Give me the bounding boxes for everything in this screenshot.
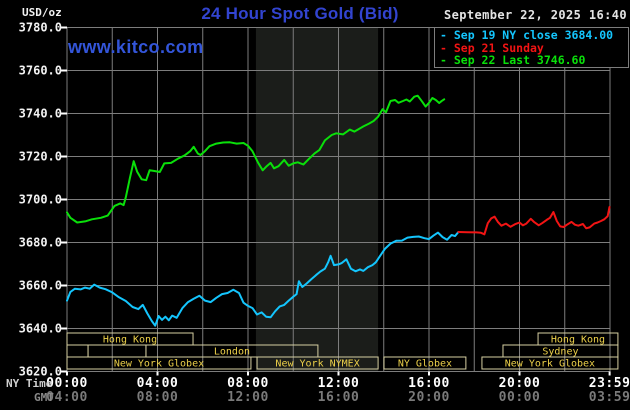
ny-time-tick-label: 23:59: [589, 376, 630, 391]
session-label: New York Globex: [505, 359, 595, 370]
session-label: New York Globex: [114, 359, 204, 370]
price-line-sep19: [66, 231, 460, 327]
gmt-time-tick-label: 20:00: [408, 390, 450, 405]
gmt-time-tick-label: 12:00: [227, 390, 269, 405]
y-tick-label: 3640.0: [19, 322, 62, 336]
gmt-time-tick-label: 04:00: [46, 390, 88, 405]
session-label: New York NYMEX: [275, 359, 359, 370]
session-box: [383, 356, 467, 370]
session-box: [481, 356, 619, 370]
gmt-time-tick-label: 03:59: [589, 390, 630, 405]
ny-time-tick-label: 04:00: [137, 376, 179, 391]
legend-item: - Sep 22 Last 3746.60: [440, 53, 586, 67]
y-tick-label: 3780.0: [19, 21, 62, 35]
ny-time-axis-label: NY Time: [6, 377, 53, 390]
legend-item: - Sep 19 NY close 3684.00: [440, 28, 614, 42]
session-box: [66, 344, 89, 358]
y-tick-label: 3700.0: [19, 193, 62, 207]
y-tick-label: 3620.0: [19, 365, 62, 379]
y-tick-label: 3680.0: [19, 236, 62, 250]
session-label: London: [214, 347, 250, 358]
ny-time-tick-label: 12:00: [318, 376, 360, 391]
session-label: NY Globex: [398, 359, 452, 370]
legend: - Sep 19 NY close 3684.00- Sep 21 Sunday…: [434, 28, 629, 68]
session-label: Hong Kong: [551, 335, 605, 346]
y-tick-label: 3740.0: [19, 107, 62, 121]
kitco-watermark[interactable]: www.kitco.com: [68, 37, 204, 57]
session-box: [66, 356, 252, 370]
session-label: Sydney: [542, 347, 578, 358]
ny-time-tick-label: 08:00: [227, 376, 269, 391]
page-title: 24 Hour Spot Gold (Bid): [201, 4, 399, 23]
ny-time-tick-label: 20:00: [499, 376, 541, 391]
price-line-sep22: [66, 94, 446, 224]
ny-time-tick-label: 00:00: [46, 376, 88, 391]
price-line-sep21: [457, 206, 611, 236]
session-box: [87, 344, 147, 358]
unit-label: USD/oz: [22, 6, 62, 19]
ny-time-tick-label: 16:00: [408, 376, 450, 391]
gmt-time-tick-label: 16:00: [318, 390, 360, 405]
session-label: Hong Kong: [103, 335, 157, 346]
gmt-time-tick-label: 08:00: [137, 390, 179, 405]
datetime-label: September 22, 2025 16:40: [444, 8, 627, 22]
legend-item: - Sep 21 Sunday: [440, 40, 544, 55]
session-box: [256, 356, 379, 370]
y-tick-label: 3660.0: [19, 279, 62, 293]
y-tick-label: 3720.0: [19, 150, 62, 164]
gmt-axis-label: GMT: [34, 391, 54, 404]
y-tick-label: 3760.0: [19, 64, 62, 78]
gmt-time-tick-label: 00:00: [499, 390, 541, 405]
